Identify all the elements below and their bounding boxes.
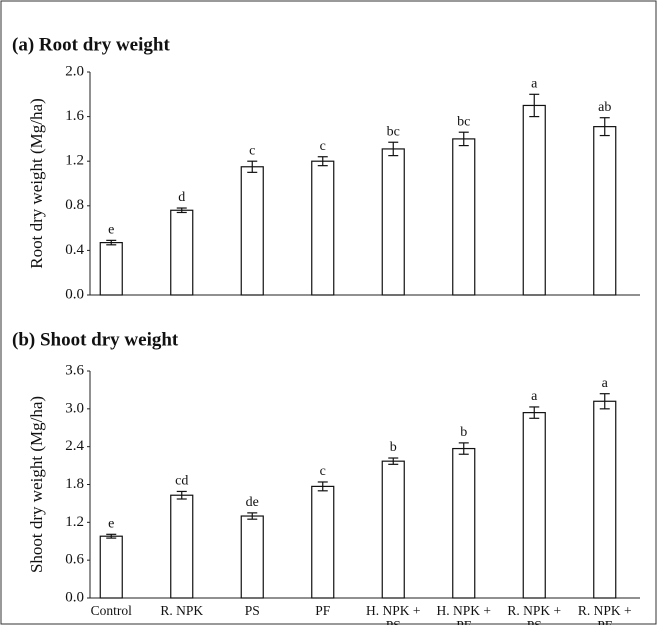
- y-tick-label: 0.6: [65, 552, 84, 568]
- y-tick-label: 1.6: [65, 108, 84, 124]
- y-tick-label: 2.0: [65, 63, 84, 79]
- bar: [593, 400, 617, 599]
- x-tick-label: R. NPK +PF: [578, 603, 632, 625]
- annotation: cd: [175, 474, 188, 489]
- y-tick-label: 0.0: [65, 589, 84, 605]
- annotation: ab: [598, 100, 611, 115]
- y-tick-label: 1.8: [65, 476, 84, 492]
- x-tick-label: Control: [91, 603, 133, 618]
- bar: [240, 515, 264, 599]
- annotation: e: [108, 223, 114, 238]
- bar: [452, 138, 476, 296]
- error-bar: [529, 406, 540, 419]
- y-tick-label: 0.4: [65, 242, 84, 258]
- bar: [99, 241, 123, 296]
- error-bar: [388, 141, 399, 157]
- annotation: b: [460, 425, 467, 440]
- chart-title: (b) Shoot dry weight: [12, 329, 179, 350]
- x-tick-label: PF: [315, 603, 331, 618]
- y-tick-label: 0.8: [65, 197, 84, 213]
- annotation: a: [531, 77, 538, 92]
- bar: [99, 535, 123, 599]
- error-bar: [388, 457, 399, 465]
- annotation: c: [320, 464, 326, 479]
- bar: [170, 494, 194, 599]
- error-bar: [247, 512, 258, 520]
- error-bar: [317, 481, 328, 492]
- chart-title: (a) Root dry weight: [12, 34, 170, 55]
- y-tick-label: 2.4: [65, 438, 84, 454]
- annotation: b: [390, 440, 397, 455]
- y-tick-label: 0.0: [65, 286, 84, 302]
- error-bar: [176, 207, 187, 214]
- error-bar: [106, 533, 117, 539]
- annotation: a: [531, 389, 538, 404]
- annotation: a: [602, 376, 609, 391]
- error-bar: [106, 239, 117, 246]
- y-tick-label: 3.6: [65, 362, 84, 378]
- error-bar: [247, 160, 258, 173]
- annotation: c: [249, 143, 255, 158]
- bar: [240, 166, 264, 296]
- bar: [522, 104, 546, 296]
- annotation: de: [246, 495, 259, 510]
- error-bar: [176, 490, 187, 500]
- error-bar: [529, 93, 540, 118]
- x-tick-label: PS: [245, 603, 260, 618]
- y-axis-title: Shoot dry weight (Mg/ha): [27, 396, 46, 573]
- error-bar: [317, 156, 328, 167]
- annotation: c: [320, 139, 326, 154]
- annotation: e: [108, 517, 114, 532]
- x-tick-label: H. NPK +PF: [437, 603, 492, 625]
- bar: [381, 460, 405, 599]
- bar: [452, 447, 476, 599]
- error-bar: [599, 393, 610, 410]
- annotation: d: [178, 190, 185, 205]
- x-tick-label: R. NPK +PS: [507, 603, 561, 625]
- annotation: bc: [457, 114, 470, 129]
- x-tick-label: R. NPK: [160, 603, 203, 618]
- bar: [522, 412, 546, 599]
- bar: [170, 209, 194, 296]
- bar: [311, 160, 335, 296]
- bar: [311, 485, 335, 599]
- error-bar: [458, 442, 469, 455]
- annotation: bc: [387, 124, 400, 139]
- y-axis-title: Root dry weight (Mg/ha): [27, 98, 46, 268]
- error-bar: [458, 131, 469, 147]
- bar: [381, 148, 405, 296]
- bar: [593, 126, 617, 296]
- y-tick-label: 1.2: [65, 514, 84, 530]
- y-tick-label: 3.0: [65, 400, 84, 416]
- error-bar: [599, 117, 610, 137]
- x-tick-label: H. NPK +PS: [366, 603, 421, 625]
- y-tick-label: 1.2: [65, 153, 84, 169]
